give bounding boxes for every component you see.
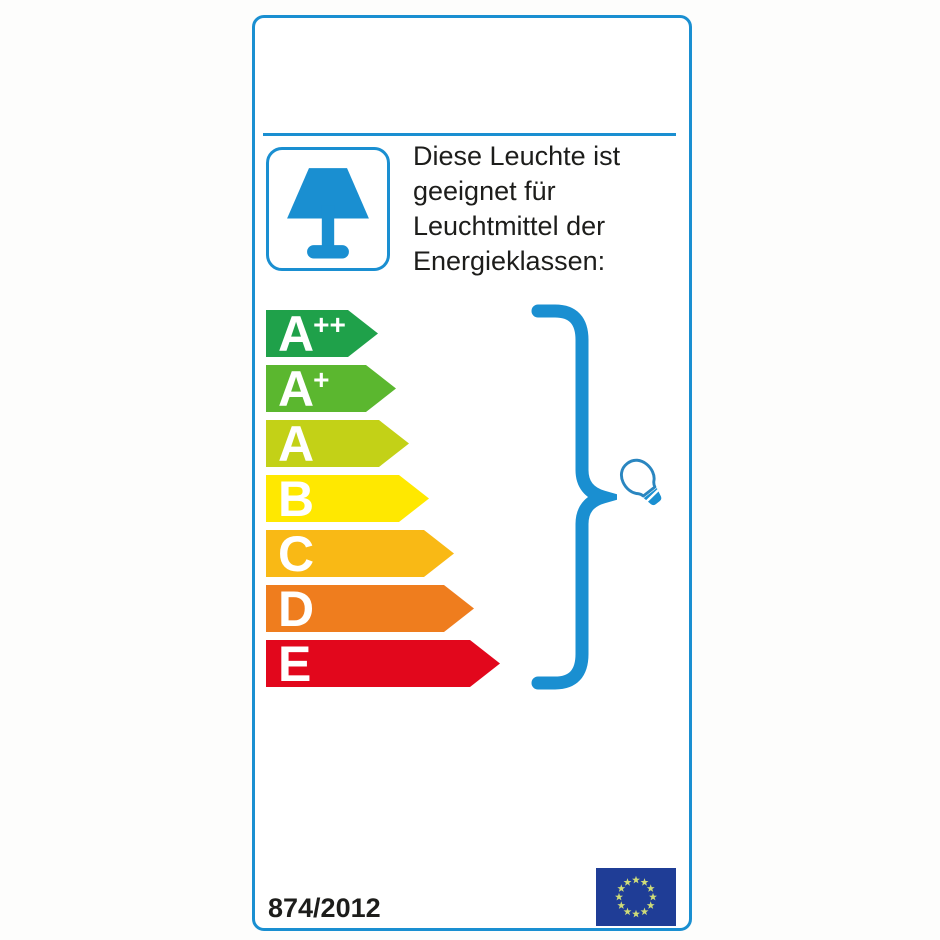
energy-class-label: A++	[278, 306, 346, 362]
energy-class-scale: A++ A+ A B C D E	[266, 310, 566, 695]
suitability-line: Diese Leuchte ist	[413, 141, 621, 171]
energy-class-label: B	[278, 471, 314, 527]
eu-flag-stars	[615, 875, 657, 918]
energy-class-arrow-e: E	[266, 640, 500, 687]
energy-class-label: C	[278, 526, 314, 582]
suitability-text: Diese Leuchte ist geeignet für Leuchtmit…	[413, 139, 683, 279]
energy-class-arrow-a: A	[266, 420, 409, 467]
suitability-line: geeignet für	[413, 176, 556, 206]
table-lamp-icon	[287, 168, 369, 259]
eu-flag	[596, 868, 676, 926]
energy-class-arrow-b: B	[266, 475, 429, 522]
light-bulb-icon	[620, 458, 662, 506]
regulation-number: 874/2012	[268, 893, 381, 923]
energy-class-label: E	[278, 636, 311, 692]
energy-class-label: A	[278, 416, 314, 472]
energy-class-arrow-a-plus: A+	[266, 365, 396, 412]
energy-class-arrow-d: D	[266, 585, 474, 632]
suitability-line: Energieklassen:	[413, 246, 606, 276]
energy-class-label: A+	[278, 361, 330, 417]
energy-class-arrow-c: C	[266, 530, 454, 577]
header-divider	[263, 133, 676, 136]
luminaire-pictogram-box	[266, 147, 390, 271]
curly-brace-glyph	[531, 304, 617, 690]
energy-class-arrow-a-plus-plus: A++	[266, 310, 378, 357]
suitability-line: Leuchtmittel der	[413, 211, 606, 241]
energy-class-label: D	[278, 581, 314, 637]
